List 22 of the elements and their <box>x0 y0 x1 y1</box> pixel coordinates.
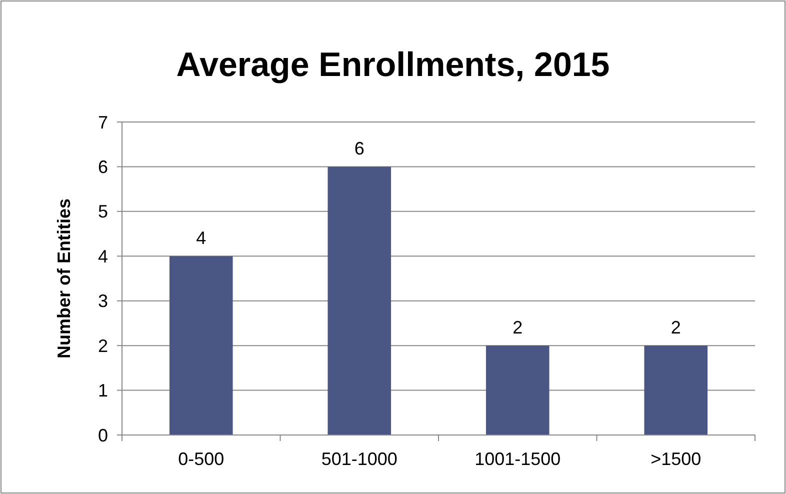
x-tick-label: 1001-1500 <box>474 449 561 469</box>
bar <box>169 256 233 435</box>
data-label: 2 <box>512 318 523 338</box>
bar <box>644 346 708 435</box>
y-tick-label: 0 <box>98 425 108 446</box>
y-tick-label: 4 <box>98 246 108 266</box>
y-tick-label: 2 <box>98 336 108 356</box>
y-tick-label: 6 <box>98 157 108 178</box>
data-label: 2 <box>670 318 681 338</box>
chart-title: Average Enrollments, 2015 <box>176 46 610 84</box>
x-tick-label: >1500 <box>650 449 702 469</box>
x-tick-label: 501-1000 <box>321 449 398 469</box>
y-tick-label: 7 <box>98 112 108 132</box>
data-label: 4 <box>196 228 206 248</box>
y-tick-label: 3 <box>98 291 108 312</box>
data-label: 6 <box>354 138 364 159</box>
y-tick-label: 5 <box>98 202 108 222</box>
x-tick-label: 0-500 <box>178 449 224 469</box>
bar <box>486 346 550 435</box>
y-tick-label: 1 <box>98 380 108 401</box>
y-axis-title: Number of Entities <box>54 198 74 359</box>
bar <box>328 166 392 435</box>
